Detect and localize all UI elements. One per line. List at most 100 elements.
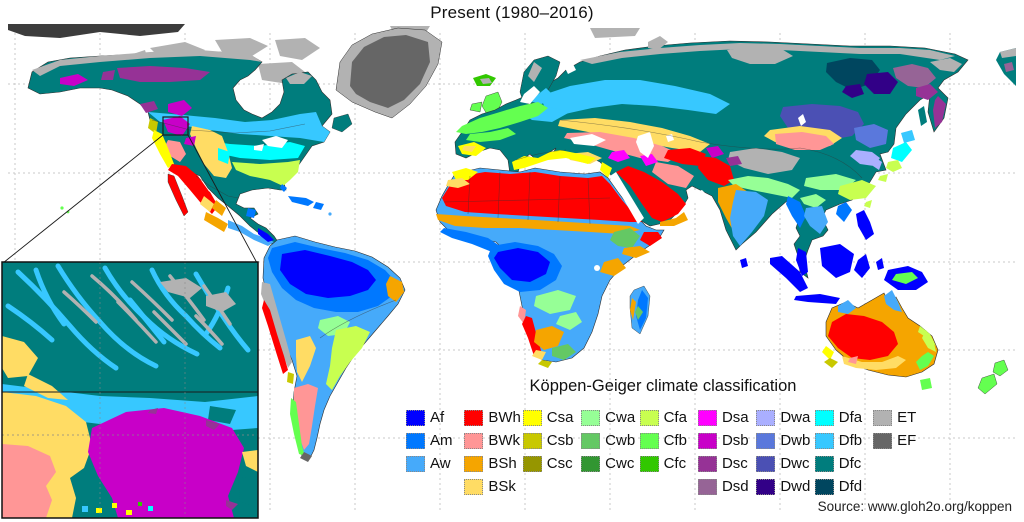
- legend-item-Dfc: Dfc: [814, 452, 873, 475]
- legend-label: Dwb: [780, 432, 811, 449]
- legend-swatch-Dwa: [756, 409, 776, 426]
- legend-column: Af Am Aw: [406, 406, 464, 498]
- legend-item-Am: Am: [406, 429, 464, 452]
- japan: [878, 106, 927, 182]
- legend-item-Af: Af: [406, 406, 464, 429]
- legend-swatch-BWh: [464, 409, 484, 426]
- australia-oceania: [822, 290, 1009, 395]
- legend-label: BWh: [488, 409, 521, 426]
- legend-swatch-Csb: [522, 432, 542, 449]
- legend-item-Dsc: Dsc: [697, 452, 756, 475]
- legend-label: Cfc: [663, 455, 687, 472]
- legend-item-Dwb: Dwb: [756, 429, 814, 452]
- legend-item-EF: EF: [873, 429, 931, 452]
- inset-link: [2, 116, 258, 264]
- legend-label: BSk: [488, 478, 516, 495]
- inset-border: [1, 261, 259, 519]
- chukotka-edge: [996, 48, 1016, 86]
- zoom-box: [162, 116, 189, 136]
- inset-ridges: [62, 274, 232, 346]
- legend-item-Dfd: Dfd: [814, 475, 873, 498]
- legend-item-Csc: Csc: [522, 452, 581, 475]
- legend-swatch-Csc: [522, 455, 542, 472]
- legend-label: Csa: [546, 409, 574, 426]
- legend-swatch-Dsc: [697, 455, 717, 472]
- north-america: [27, 50, 353, 246]
- legend-swatch-ET: [873, 409, 893, 426]
- legend-swatch-Dsa: [697, 409, 717, 426]
- legend-item-BSk: BSk: [464, 475, 522, 498]
- legend-swatch-Dwd: [756, 478, 776, 495]
- legend-item-Csb: Csb: [522, 429, 581, 452]
- africa: [435, 167, 665, 368]
- legend-swatch-Dwc: [756, 455, 776, 472]
- legend-swatch-BSh: [464, 455, 484, 472]
- greenland: [335, 27, 496, 119]
- legend-item-BWk: BWk: [464, 429, 522, 452]
- legend-item-Cfb: Cfb: [639, 429, 698, 452]
- legend-swatch-Cfb: [639, 432, 659, 449]
- legend-item-ET: ET: [873, 406, 931, 429]
- legend-label: Dwd: [780, 478, 811, 495]
- legend-item-Dsb: Dsb: [697, 429, 756, 452]
- legend-column: Dfa Dfb Dfc Dfd: [814, 406, 873, 498]
- legend-label: BWk: [488, 432, 521, 449]
- legend-swatch-Am: [406, 432, 425, 449]
- legend-item-Dfa: Dfa: [814, 406, 873, 429]
- legend-label: Dsc: [721, 455, 748, 472]
- legend-swatch-Cwc: [581, 455, 601, 472]
- legend-label: Cfb: [663, 432, 687, 449]
- legend-swatch-BSk: [464, 478, 484, 495]
- legend-column: Cwa Cwb Cwc: [581, 406, 639, 498]
- se-asia-islands: [740, 200, 928, 304]
- legend-label: Am: [430, 432, 453, 449]
- legend-label: Cfa: [663, 409, 687, 426]
- legend-label: Dsa: [721, 409, 749, 426]
- legend-label: Csc: [546, 455, 573, 472]
- legend-label: Dfc: [838, 455, 862, 472]
- legend-label: Dfa: [838, 409, 863, 426]
- legend-item-Cwa: Cwa: [581, 406, 639, 429]
- legend-item-Cfc: Cfc: [639, 452, 698, 475]
- legend-swatch-Cfa: [639, 409, 659, 426]
- legend-label: Cwc: [605, 455, 635, 472]
- legend-swatch-Af: [406, 409, 425, 426]
- inset-map: [1, 261, 259, 519]
- legend-item-Aw: Aw: [406, 452, 464, 475]
- legend-label: Aw: [430, 455, 451, 472]
- legend-swatch-Dsb: [697, 432, 717, 449]
- page-title: Present (1980–2016): [430, 3, 594, 22]
- legend-label: Dfb: [838, 432, 863, 449]
- legend-item-Dsd: Dsd: [697, 475, 756, 498]
- legend-item-Cwb: Cwb: [581, 429, 639, 452]
- legend-column: ET EF: [873, 406, 931, 498]
- eurasia: [454, 36, 969, 279]
- legend-swatch-Cwb: [581, 432, 601, 449]
- legend-column: Cfa Cfb Cfc: [639, 406, 698, 498]
- legend-item-Dwd: Dwd: [756, 475, 814, 498]
- legend-column: Dwa Dwb Dwc Dwd: [756, 406, 814, 498]
- legend-swatch-Csa: [522, 409, 542, 426]
- legend-swatch-Aw: [406, 455, 425, 472]
- legend-swatch-Dsd: [697, 478, 717, 495]
- legend-label: Csb: [546, 432, 574, 449]
- arctic-edge: [8, 24, 640, 38]
- legend-label: Dwc: [780, 455, 810, 472]
- legend-swatch-BWk: [464, 432, 484, 449]
- legend-label: Dsd: [721, 478, 749, 495]
- legend-swatch-Dfc: [814, 455, 834, 472]
- legend-column: Csa Csb Csc: [522, 406, 581, 498]
- legend-label: Af: [430, 409, 445, 426]
- legend-swatch-Cwa: [581, 409, 601, 426]
- legend-item-Dwc: Dwc: [756, 452, 814, 475]
- legend-item-Cwc: Cwc: [581, 452, 639, 475]
- legend-label: ET: [897, 409, 917, 426]
- legend-label: Dwa: [780, 409, 811, 426]
- legend-swatch-Dfa: [814, 409, 834, 426]
- legend-title: Köppen-Geiger climate classification: [529, 377, 797, 395]
- legend-column: BWh BWk BSh BSk: [464, 406, 522, 498]
- legend: Af Am Aw BWh BWk BSh BSk Csa Csb Csc Cwa Cwb Cwc Cfa C…: [406, 406, 932, 498]
- legend-item-Cfa: Cfa: [639, 406, 698, 429]
- legend-label: Dfd: [838, 478, 863, 495]
